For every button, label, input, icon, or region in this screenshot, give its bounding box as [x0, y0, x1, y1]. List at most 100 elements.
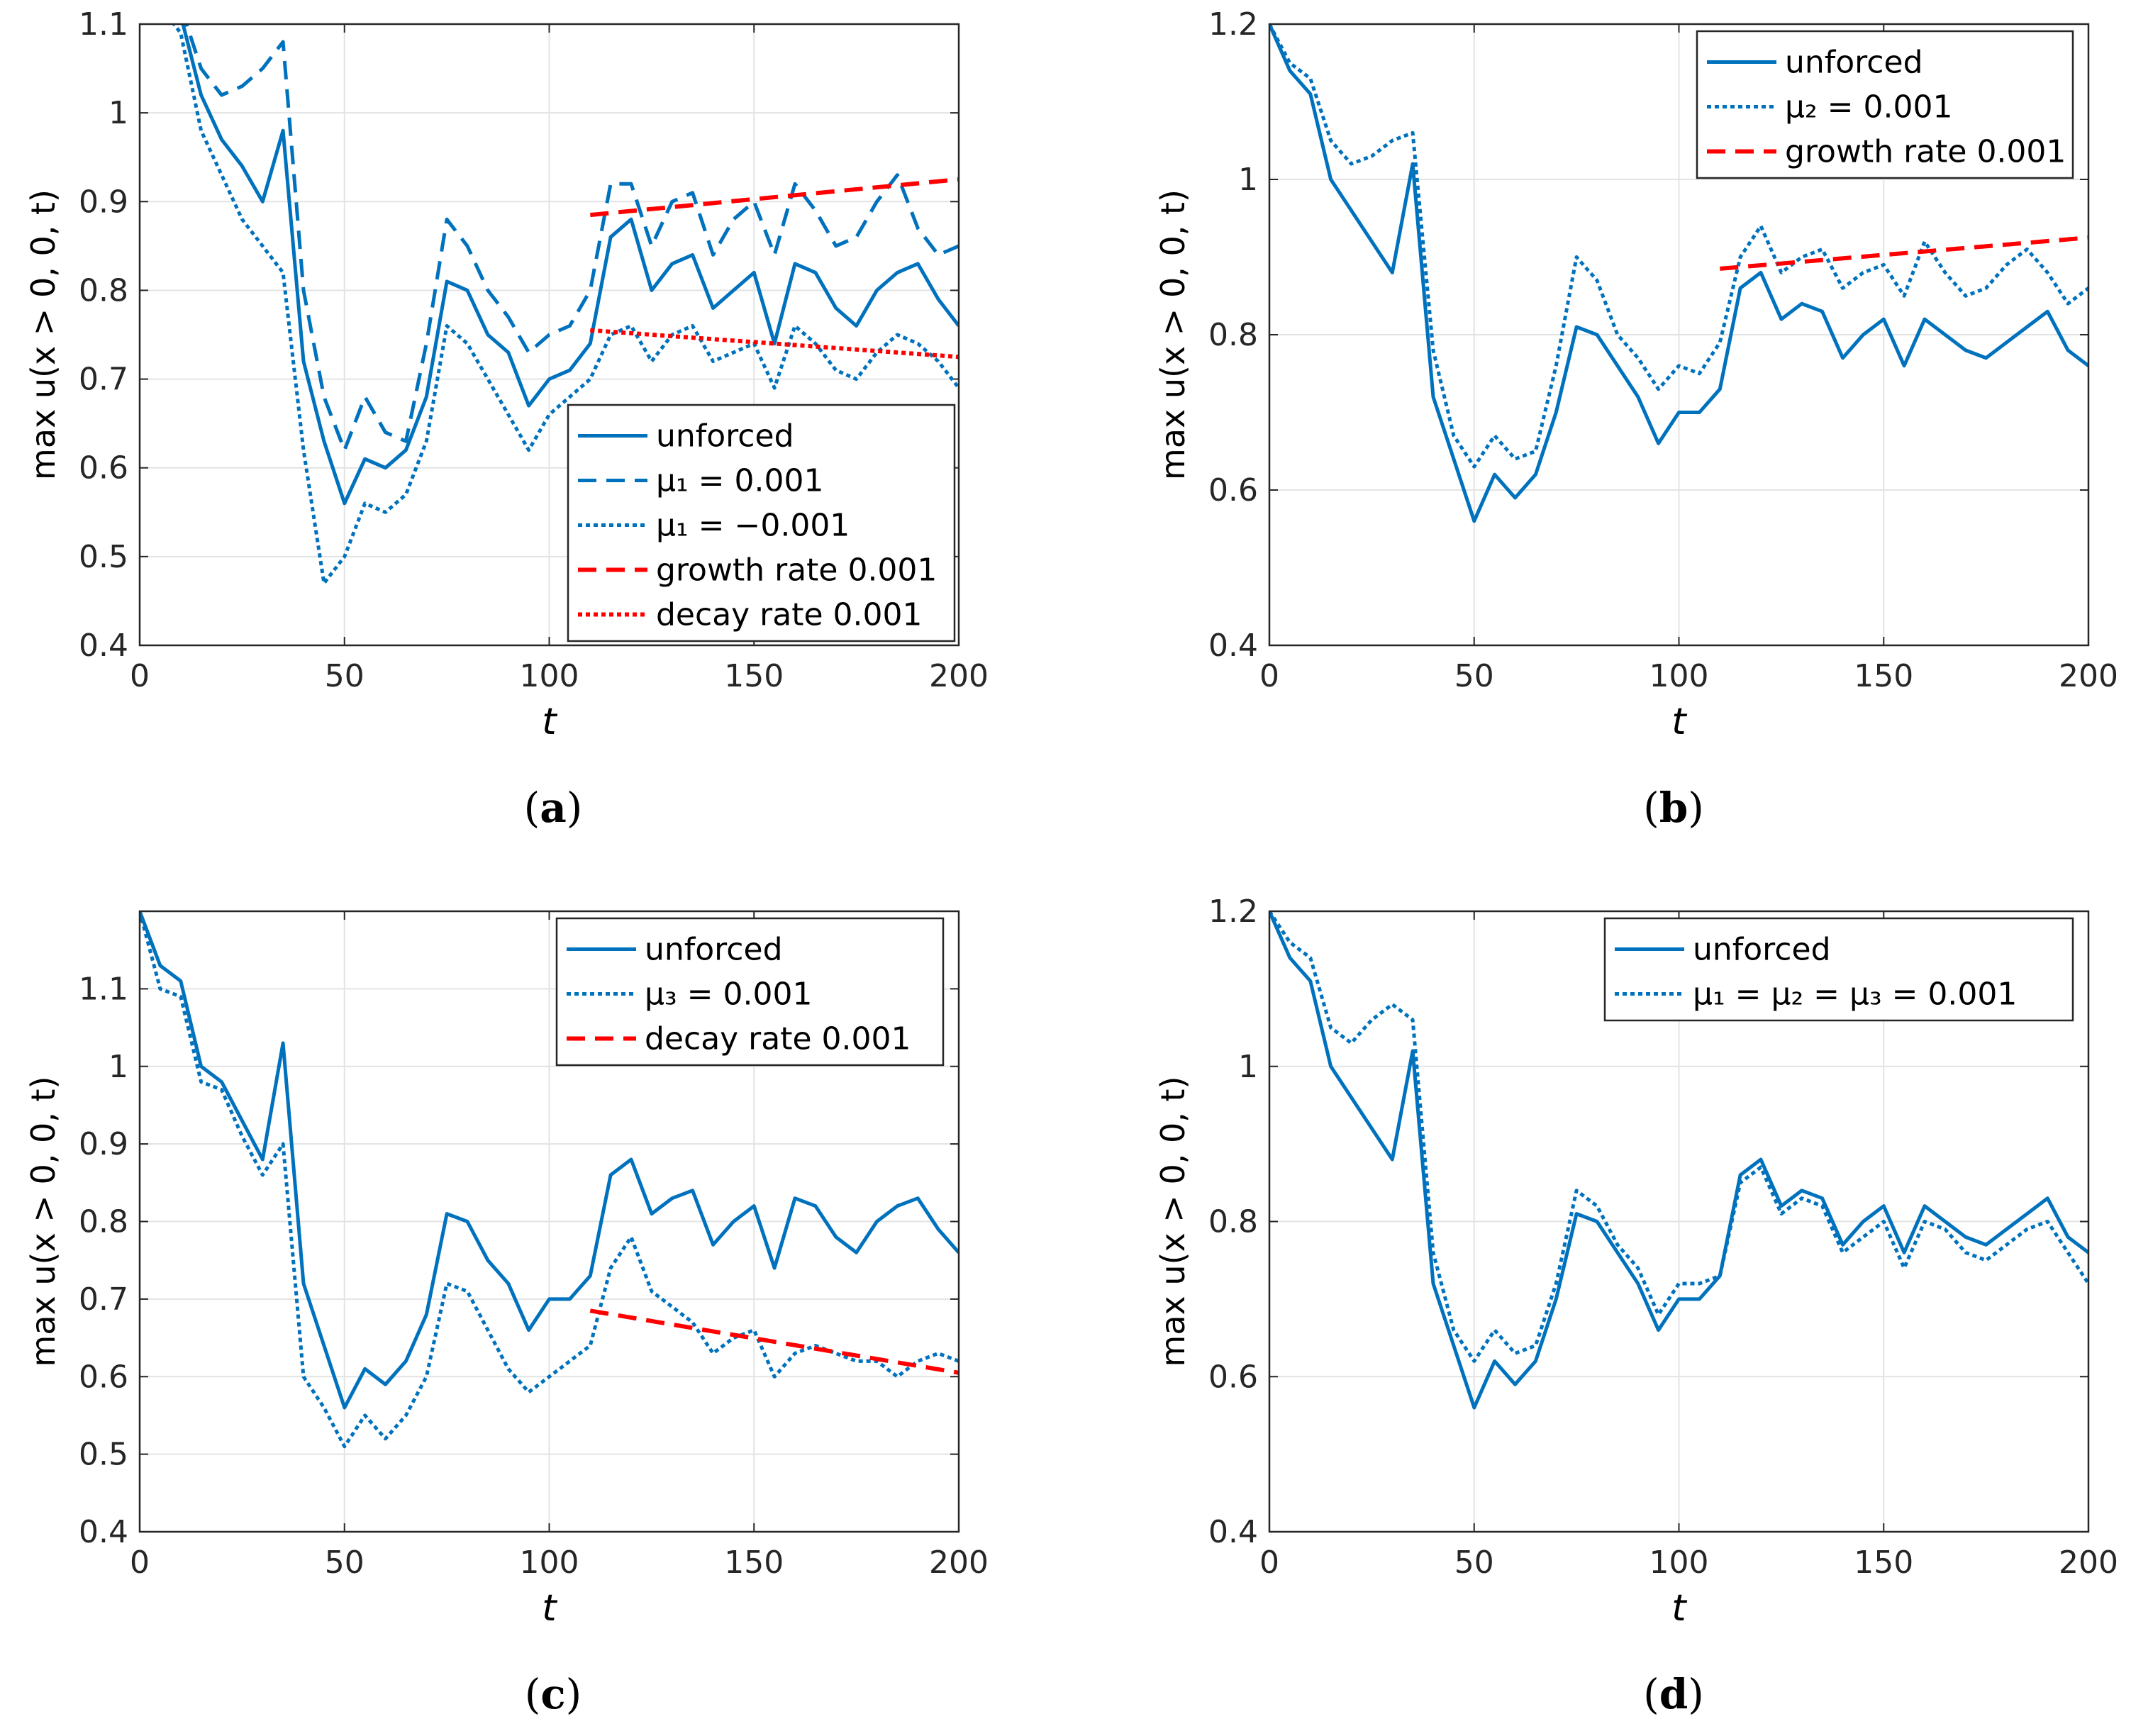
- series-group: [1269, 911, 2088, 1410]
- series-line: [184, 24, 959, 452]
- panel-label-c: (c): [524, 1670, 582, 1718]
- chart-panel-c: 0 50 100 150 200 0.4 0.5 0.6 0.7 0.8 0.9 1 1.1 t max u…: [24, 910, 989, 1630]
- y-axis-label: max u(x > 0, 0, t): [24, 1076, 62, 1367]
- series-line: [590, 328, 959, 360]
- legend: unforced μ₂ = 0.001 growth rate 0.001: [1696, 30, 2074, 179]
- x-tick-label: 100: [1649, 1545, 1709, 1581]
- x-tick-label: 0: [130, 658, 150, 694]
- x-axis-label: t: [1671, 701, 1687, 743]
- y-tick-label: 0.5: [79, 539, 128, 575]
- x-tick-label: 100: [1649, 658, 1709, 694]
- legend-box: [555, 917, 945, 1067]
- x-tick-label: 150: [724, 658, 784, 694]
- series-line: [181, 24, 959, 506]
- y-tick-label: 1.1: [79, 971, 128, 1007]
- y-tick-label: 0.8: [1208, 1204, 1258, 1240]
- x-tick-label: 0: [130, 1545, 150, 1581]
- x-tick-label: 150: [1854, 658, 1913, 694]
- legend-label: unforced: [1785, 45, 1923, 81]
- series-line: [1269, 911, 2088, 1363]
- series-line: [1269, 24, 2088, 523]
- panel-label-b: (b): [1643, 784, 1704, 832]
- legend-label: μ₁ = −0.001: [656, 508, 850, 544]
- y-tick-label: 0.4: [79, 1514, 128, 1550]
- x-tick-label: 50: [1454, 1545, 1494, 1581]
- x-tick-label: 200: [929, 658, 989, 694]
- series-group: [172, 24, 959, 585]
- y-tick-label: 0.7: [79, 362, 128, 398]
- y-tick-label: 0.8: [79, 272, 128, 308]
- y-tick-label: 0.6: [79, 1359, 128, 1395]
- series-line: [1269, 911, 2088, 1410]
- y-tick-label: 0.8: [1208, 317, 1258, 353]
- y-tick-label: 0.4: [1208, 1514, 1258, 1550]
- legend-label: μ₂ = 0.001: [1785, 89, 1952, 126]
- series-line: [1269, 24, 2088, 469]
- x-tick-label: 150: [724, 1545, 784, 1581]
- x-axis-label: t: [1671, 1587, 1687, 1630]
- x-axis-label: t: [542, 1587, 557, 1630]
- axes-frame: [138, 23, 960, 647]
- legend-box: [567, 404, 956, 642]
- x-tick-label: 200: [2059, 658, 2118, 694]
- y-tick-label: 0.9: [79, 184, 128, 220]
- chart-panel-a: 0 50 100 150 200 0.4 0.5 0.6 0.7 0.8 0.9 1 1.1 t max u…: [24, 6, 989, 743]
- x-tick-label: 200: [2059, 1545, 2118, 1581]
- y-tick-label: 0.9: [79, 1126, 128, 1162]
- series-group: [1269, 24, 2088, 523]
- chart-panel-b: 0 50 100 150 200 0.4 0.6 0.8 1 1.2 t max u(x > 0, 0…: [1154, 6, 2118, 743]
- legend: unforced μ₃ = 0.001 decay rate 0.001: [555, 917, 945, 1067]
- legend-box: [1696, 30, 2074, 179]
- legend-label: unforced: [645, 932, 783, 968]
- x-axis-label: t: [542, 701, 557, 743]
- series-line: [589, 1308, 959, 1375]
- y-tick-label: 0.4: [1208, 628, 1258, 664]
- y-tick-label: 0.8: [79, 1204, 128, 1240]
- series-line: [590, 177, 959, 218]
- panel-label-d: (d): [1643, 1670, 1704, 1718]
- series-line: [1720, 235, 2088, 271]
- legend: unforced μ₁ = μ₂ = μ₃ = 0.001: [1603, 917, 2074, 1022]
- y-tick-label: 1: [1238, 162, 1258, 198]
- x-tick-label: 0: [1259, 1545, 1279, 1581]
- x-tick-label: 100: [520, 658, 579, 694]
- legend-label: decay rate 0.001: [645, 1021, 911, 1057]
- y-axis-label: max u(x > 0, 0, t): [1154, 1076, 1192, 1367]
- legend-label: μ₃ = 0.001: [645, 976, 812, 1013]
- legend-box: [1603, 917, 2074, 1022]
- chart-panel-d: 0 50 100 150 200 0.4 0.6 0.8 1 1.2 t max u(x > 0, 0…: [1154, 894, 2118, 1630]
- y-tick-label: 0.7: [79, 1281, 128, 1318]
- legend-label: μ₁ = μ₂ = μ₃ = 0.001: [1693, 976, 2017, 1013]
- x-tick-label: 100: [520, 1545, 579, 1581]
- y-tick-label: 0.5: [79, 1437, 128, 1473]
- x-tick-label: 0: [1259, 658, 1279, 694]
- y-axis-label: max u(x > 0, 0, t): [24, 189, 62, 480]
- legend-label: decay rate 0.001: [656, 597, 923, 633]
- y-tick-label: 1: [109, 1049, 128, 1085]
- y-tick-label: 0.6: [1208, 472, 1258, 508]
- legend-label: growth rate 0.001: [656, 552, 937, 589]
- x-tick-label: 50: [1454, 658, 1494, 694]
- series-line: [140, 911, 959, 1410]
- x-tick-label: 50: [325, 1545, 365, 1581]
- y-tick-label: 1: [109, 95, 128, 131]
- series-group: [140, 911, 959, 1449]
- y-tick-label: 0.4: [79, 628, 128, 664]
- y-axis-label: max u(x > 0, 0, t): [1154, 189, 1192, 480]
- x-tick-label: 50: [325, 658, 365, 694]
- panel-label-a: (a): [523, 784, 583, 832]
- axes-frame: [1268, 23, 2090, 647]
- y-tick-label: 1: [1238, 1049, 1258, 1085]
- legend-label: growth rate 0.001: [1785, 134, 2066, 170]
- series-line: [172, 24, 959, 585]
- y-tick-label: 1.1: [79, 6, 128, 43]
- y-tick-label: 1.2: [1208, 894, 1258, 930]
- x-tick-label: 200: [929, 1545, 989, 1581]
- x-tick-label: 150: [1854, 1545, 1913, 1581]
- legend-label: μ₁ = 0.001: [656, 463, 823, 499]
- axes-frame: [1268, 910, 2090, 1533]
- y-tick-label: 1.2: [1208, 6, 1258, 43]
- legend-label: unforced: [1693, 932, 1831, 968]
- y-tick-label: 0.6: [79, 450, 128, 486]
